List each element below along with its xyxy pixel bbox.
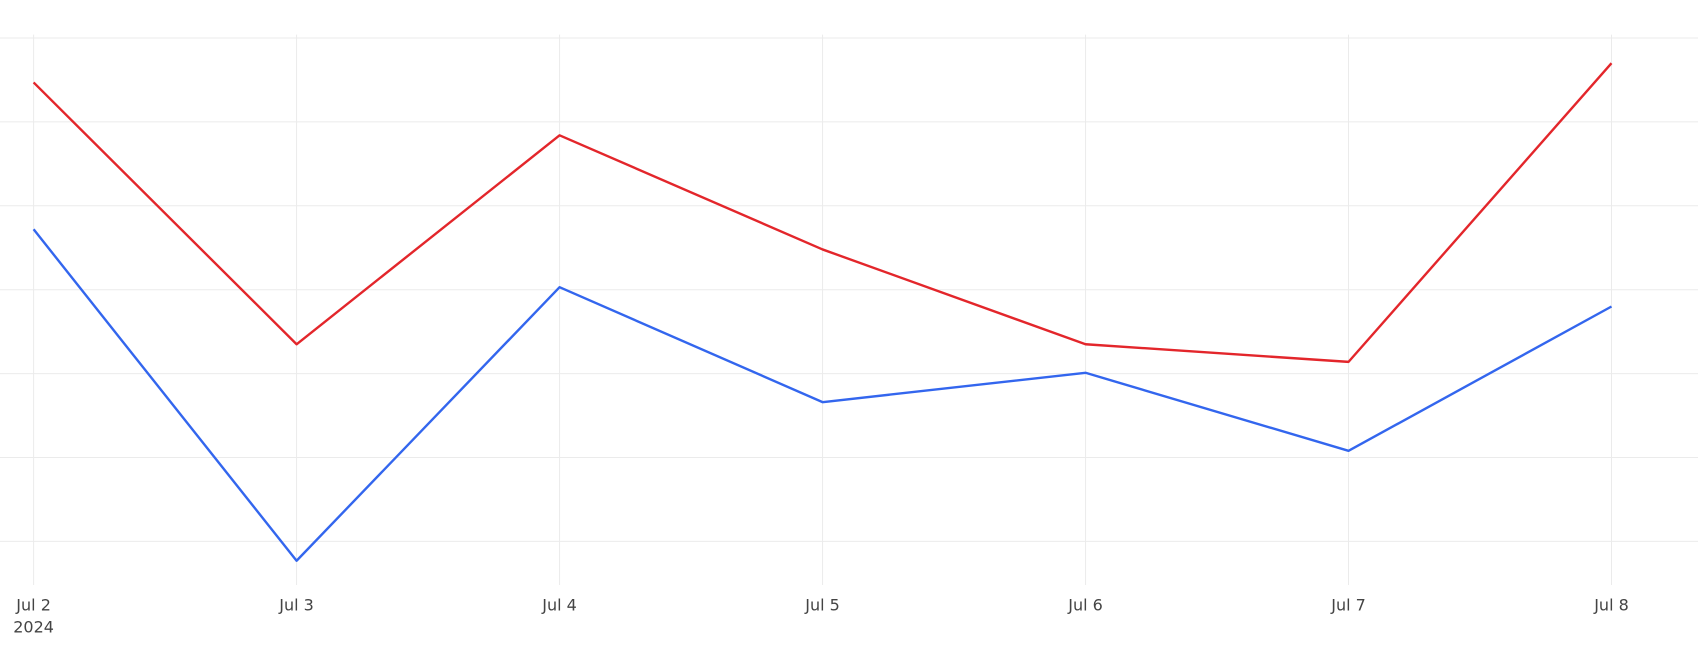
series-line bbox=[32, 62, 1613, 364]
x-tick-label: Jul 2 bbox=[15, 596, 51, 615]
x-tick-label: Jul 8 bbox=[1593, 596, 1629, 615]
x-tick-label: Jul 4 bbox=[541, 596, 577, 615]
series-line bbox=[32, 228, 1613, 562]
x-year-label: 2024 bbox=[13, 618, 54, 637]
x-tick-label: Jul 3 bbox=[278, 596, 314, 615]
x-tick-label: Jul 5 bbox=[804, 596, 840, 615]
x-tick-label: Jul 6 bbox=[1067, 596, 1103, 615]
x-tick-label: Jul 7 bbox=[1330, 596, 1366, 615]
